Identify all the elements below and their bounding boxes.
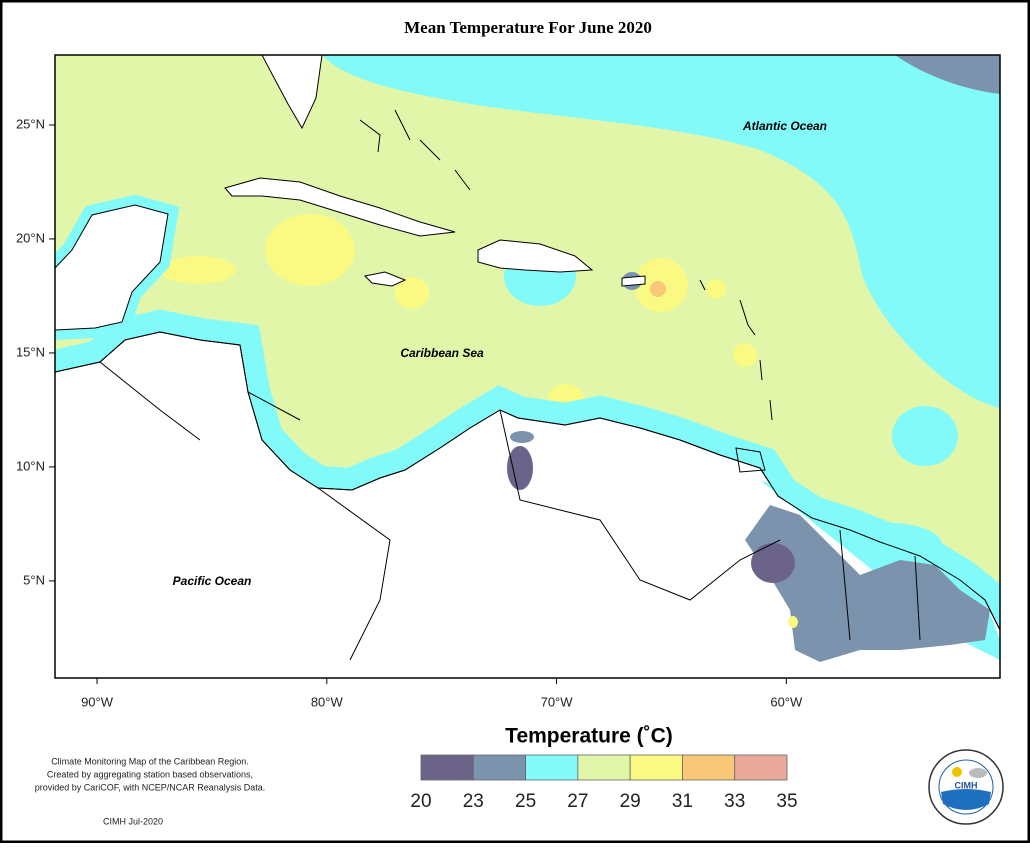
- zone-29-31: [265, 214, 355, 286]
- y-tick-label: 20°N: [16, 230, 45, 245]
- zone-25-27: [892, 406, 958, 466]
- legend-swatch: [472, 754, 526, 781]
- hispaniola: [477, 239, 594, 273]
- zone-23-25: [745, 505, 990, 662]
- logo-text: CIMH: [955, 780, 978, 790]
- x-tick-label: 70°W: [541, 694, 574, 709]
- legend-swatch: [577, 754, 631, 781]
- legend-label: 29: [620, 791, 641, 812]
- logo: CIMH: [928, 749, 1004, 825]
- x-tick-label: 60°W: [770, 694, 803, 709]
- footnote-line: Climate Monitoring Map of the Caribbean …: [51, 756, 249, 766]
- small-islands: [359, 109, 773, 473]
- zone-20-23: [751, 543, 795, 583]
- legend-swatch: [420, 754, 474, 781]
- logo-sun: [952, 767, 962, 777]
- legend-label: 27: [567, 791, 588, 812]
- legend-label: 25: [515, 791, 536, 812]
- legend-label: 31: [672, 791, 693, 812]
- zone-29-31: [733, 343, 757, 367]
- borders: [99, 361, 921, 661]
- legend-label: 23: [463, 791, 484, 812]
- legend-title: Temperature (˚C): [505, 725, 673, 748]
- legend-swatch: [734, 754, 788, 781]
- zone-29-31: [706, 279, 726, 299]
- map-frame: [54, 54, 1001, 679]
- credit: CIMH Jul-2020: [103, 816, 163, 826]
- jamaica: [363, 271, 407, 287]
- y-tick-label: 25°N: [16, 116, 45, 131]
- map-area: [55, 55, 1000, 678]
- legend-label: 35: [776, 791, 797, 812]
- legend-label: 20: [410, 791, 431, 812]
- zone-29-31: [160, 256, 236, 284]
- ocean-label: Caribbean Sea: [400, 346, 484, 360]
- florida: [261, 55, 323, 130]
- footnote-line: Created by aggregating station based obs…: [47, 769, 253, 779]
- y-tick-label: 5°N: [23, 572, 45, 587]
- puerto-rico: [621, 275, 646, 287]
- y-tick-label: 15°N: [16, 344, 45, 359]
- map-title: Mean Temperature For June 2020: [404, 18, 652, 37]
- map-axes: Atlantic Ocean Caribbean Sea Pacific Ocean…: [16, 116, 827, 709]
- cuba: [224, 177, 456, 237]
- legend-swatch: [682, 754, 736, 781]
- legend: 20 23 25 27 29 31 33 35: [410, 754, 798, 812]
- legend-label: 33: [724, 791, 745, 812]
- zone-29-31: [395, 277, 429, 309]
- footnote-line: provided by CariCOF, with NCEP/NCAR Rean…: [35, 782, 266, 792]
- logo-waves: [941, 789, 991, 810]
- legend-swatch: [629, 754, 683, 781]
- legend-swatch: [525, 754, 579, 781]
- zone-23-25: [895, 55, 1000, 94]
- x-tick-label: 80°W: [311, 694, 344, 709]
- zone-20-23: [507, 446, 533, 490]
- ocean-label: Atlantic Ocean: [742, 119, 827, 133]
- x-tick-label: 90°W: [81, 694, 114, 709]
- zone-25-27: [322, 55, 1000, 408]
- ocean-label: Pacific Ocean: [173, 574, 252, 588]
- logo-cloud: [969, 768, 987, 778]
- y-tick-label: 10°N: [16, 458, 45, 473]
- zone-29-31: [788, 616, 798, 628]
- zone-31-33: [650, 281, 666, 297]
- zone-23-25: [510, 431, 534, 443]
- land-temperature-zones: [507, 431, 1000, 662]
